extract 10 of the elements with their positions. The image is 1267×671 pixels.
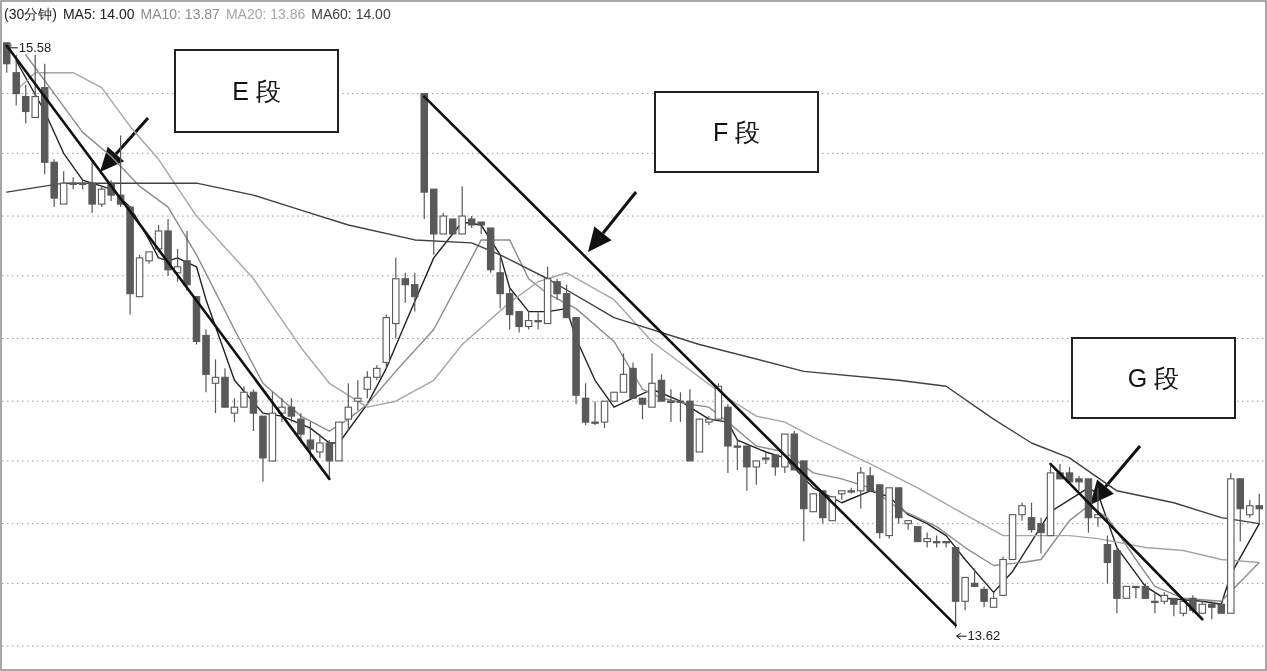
text: MA20: 13.86 xyxy=(225,6,306,22)
text: MA60: 14.00 xyxy=(311,6,391,22)
annotation: 13.62 xyxy=(967,628,1001,644)
annotation: G 段 xyxy=(1127,364,1180,392)
annotation: E 段 xyxy=(232,77,281,105)
text: MA5: 14.00 xyxy=(62,6,135,22)
annotation: F 段 xyxy=(712,118,761,146)
text: MA10: 13.87 xyxy=(140,6,221,22)
chart-title: (30分钟) xyxy=(4,6,57,22)
annotation: 15.58 xyxy=(18,39,52,55)
